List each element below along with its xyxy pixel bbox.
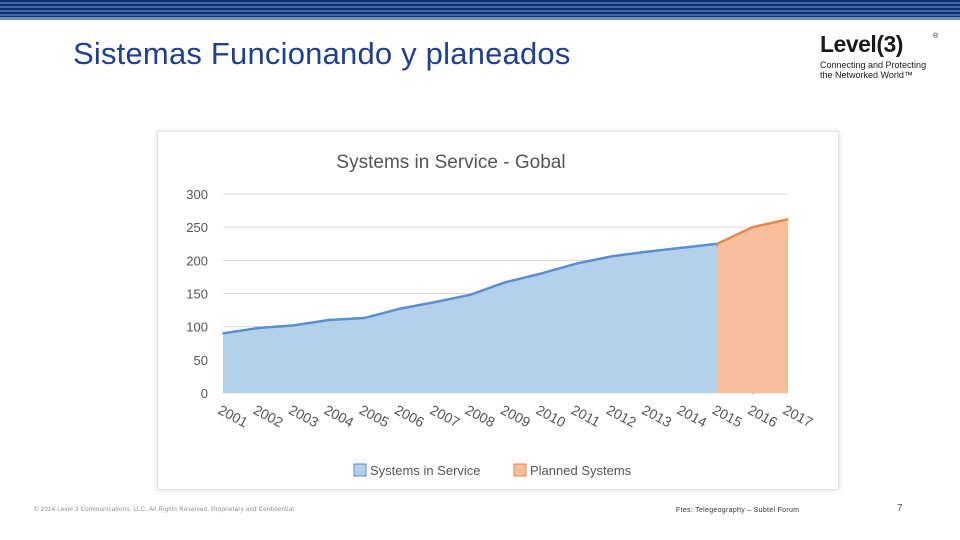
data-point (681, 246, 683, 249)
x-tick-label: 2005 (357, 402, 392, 431)
series-area-1 (717, 219, 788, 393)
slide-title: Sistemas Funcionando y planeados (73, 36, 571, 71)
data-point (222, 332, 224, 335)
logo-tagline-line2: the Networked World™ (820, 70, 913, 80)
x-tick-label: 2008 (463, 402, 498, 431)
x-tick-label: 2012 (604, 402, 639, 431)
data-point (787, 218, 789, 221)
logo-trademark: ® (933, 33, 939, 40)
chart-areas (222, 217, 789, 394)
chart-frame: 0 50 100 150 200 250 300 2001 2002 2003 2004 2005 2… (157, 131, 839, 490)
data-point (292, 324, 295, 327)
y-tick-label: 150 (186, 287, 208, 302)
x-tick-label: 2006 (392, 402, 427, 431)
chart-title: Systems in Service - Gobal (336, 152, 565, 173)
y-tick-label: 200 (186, 253, 208, 268)
source-note: Ftes: Telegeography – Subtel Forum (676, 507, 800, 514)
x-tick-label: 2001 (216, 402, 251, 431)
x-tick-label: 2011 (569, 402, 603, 430)
data-point (363, 317, 366, 319)
legend-label: Planned Systems (530, 463, 632, 478)
header-band (0, 0, 960, 20)
x-tick-label: 2003 (286, 402, 321, 431)
data-point (751, 226, 754, 228)
legend-swatch-0 (353, 463, 367, 477)
y-tick-label: 0 (201, 386, 208, 401)
y-tick-label: 250 (186, 220, 208, 235)
page-number: 7 (897, 503, 903, 514)
y-tick-label: 300 (186, 187, 208, 202)
data-point (575, 262, 577, 265)
x-tick-label: 2004 (322, 402, 357, 431)
data-point (328, 319, 330, 321)
x-tick-label: 2002 (251, 402, 286, 431)
y-tick-label: 100 (186, 320, 208, 335)
x-tick-label: 2016 (745, 402, 780, 431)
data-point (716, 242, 719, 245)
data-point (645, 250, 648, 253)
data-point (469, 294, 471, 296)
x-tick-label: 2015 (710, 402, 745, 431)
x-tick-label: 2010 (533, 402, 568, 431)
logo-tagline-line1: Connecting and Protecting (820, 60, 927, 70)
data-point (398, 307, 401, 310)
data-point (504, 281, 507, 284)
data-point (257, 327, 260, 329)
x-tick-label: 2007 (427, 402, 462, 431)
logo-wordmark: Level(3) (820, 31, 903, 57)
legend-label: Systems in Service (370, 463, 481, 478)
chart-legend: Systems in Service Planned Systems (353, 463, 632, 478)
data-point (434, 301, 436, 303)
data-point (610, 255, 613, 258)
copyright-notice: © 2014 Level 3 Communications, LLC. All … (34, 507, 297, 513)
y-tick-label: 50 (194, 353, 208, 368)
y-axis-ticks: 0 50 100 150 200 250 300 (186, 187, 208, 401)
data-point (540, 272, 542, 275)
logo-tagline: Connecting and Protecting the Networked … (820, 60, 940, 80)
series-line-0 (222, 242, 754, 394)
x-axis-ticks: 2001 2002 2003 2004 2005 2006 2007 2008 2009 2010… (216, 402, 816, 431)
x-tick-label: 2013 (639, 402, 674, 431)
legend-swatch-1 (513, 463, 527, 477)
series-area-0 (223, 243, 753, 393)
x-tick-label: 2017 (781, 402, 816, 431)
x-tick-label: 2014 (675, 402, 710, 431)
x-tick-label: 2009 (498, 402, 533, 431)
level3-logo: Level(3) ® Connecting and Protecting the… (818, 31, 940, 81)
